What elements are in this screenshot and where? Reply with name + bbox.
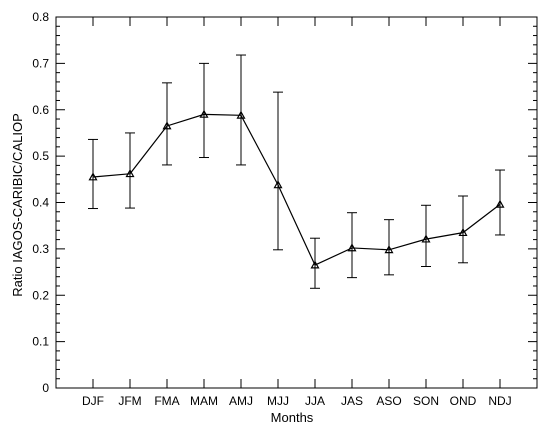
data-point <box>236 110 246 119</box>
x-tick-label: DJF <box>82 394 104 408</box>
series-line <box>92 113 501 266</box>
error-bar <box>495 169 505 236</box>
y-axis-label: Ratio IAGOS-CARIBIC/CALIOP <box>10 113 25 297</box>
data-point <box>310 260 320 269</box>
y-tick-label: 0.8 <box>32 10 49 24</box>
plot-frame <box>55 16 538 389</box>
x-tick-label: SON <box>413 394 439 408</box>
x-tick-label: FMA <box>154 394 179 408</box>
y-tick-label: 0 <box>42 381 49 395</box>
x-tick-label: ASO <box>376 394 401 408</box>
x-tick-label: MAM <box>190 394 218 408</box>
error-bar <box>273 91 283 251</box>
error-bars <box>88 54 505 289</box>
y-tick-label: 0.7 <box>32 56 49 70</box>
error-bar <box>310 237 320 289</box>
data-point <box>199 109 209 118</box>
data-point <box>88 172 98 181</box>
data-point <box>273 180 283 189</box>
series-line-group <box>92 113 501 266</box>
error-bar <box>162 82 172 166</box>
data-markers <box>88 109 505 269</box>
x-tick-label: NDJ <box>488 394 511 408</box>
data-point <box>347 243 357 252</box>
error-bar <box>236 54 246 166</box>
y-tick-label: 0.2 <box>32 288 49 302</box>
x-tick-label: OND <box>450 394 477 408</box>
x-tick-label: AMJ <box>229 394 253 408</box>
y-axis: 0 0.1 0.2 0.3 0.4 0.5 0.6 0.7 0.8 <box>32 10 537 395</box>
data-point <box>125 169 135 178</box>
y-tick-label: 0.3 <box>32 242 49 256</box>
data-point <box>495 199 505 208</box>
x-axis-label: Months <box>271 410 314 425</box>
x-axis: DJF JFM FMA MAM AMJ MJJ JJA JAS ASO SON OND NDJ <box>82 17 512 408</box>
data-point <box>384 245 394 254</box>
x-tick-label: JJA <box>305 394 325 408</box>
y-tick-label: 0.5 <box>32 149 49 163</box>
data-point <box>458 227 468 237</box>
plot-area <box>55 16 538 389</box>
x-tick-label: JAS <box>341 394 363 408</box>
x-tick-label: MJJ <box>267 394 289 408</box>
data-point <box>421 234 431 243</box>
y-tick-label: 0.1 <box>32 335 49 349</box>
y-tick-label: 0.4 <box>32 196 49 210</box>
x-tick-label: JFM <box>118 394 141 408</box>
y-tick-label: 0.6 <box>32 103 49 117</box>
data-point <box>162 121 172 130</box>
